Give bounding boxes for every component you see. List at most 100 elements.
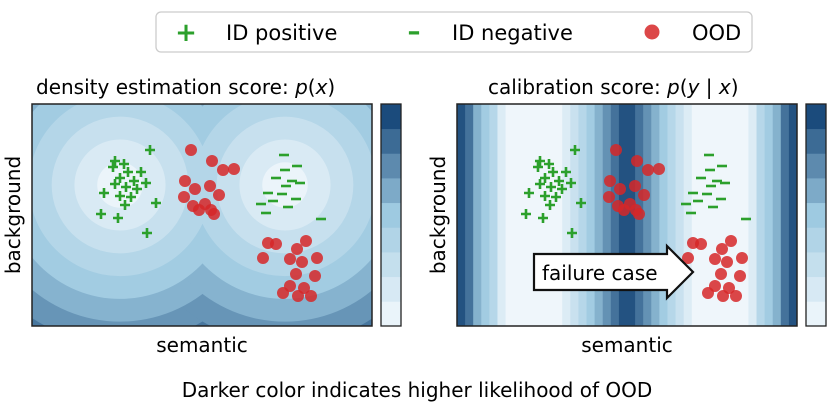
ood-point [217,164,229,176]
colorbar-level [806,153,826,179]
calibration-band [659,104,669,326]
failure-case-label: failure case [542,261,658,285]
figure-caption: Darker color indicates higher likelihood… [182,378,653,402]
calibration-band [513,104,523,326]
ood-point [290,268,302,280]
id-positive-point [99,188,109,198]
ood-point [193,204,205,216]
calibration-band [756,104,766,326]
id-positive-point [136,167,146,177]
colorbar-level [381,128,401,154]
ood-point [610,144,622,156]
id-positive-point [535,179,545,189]
ood-point [206,155,218,167]
calibration-band [699,104,709,326]
calibration-band [594,104,604,326]
id-positive-point [151,198,161,208]
calibration-band [651,104,660,326]
failure-case-annotation: failure case [532,243,695,301]
id-positive-point [110,179,120,189]
id-positive-point [554,176,564,186]
right-colorbar-frame [805,103,827,327]
calibration-band [788,104,797,326]
ood-point [309,270,321,282]
left-plot-frame [31,103,373,327]
ood-point [300,235,312,247]
id-positive-point [145,145,155,155]
ood-point [631,155,643,167]
ood-point [604,175,616,187]
calibration-band [481,104,490,326]
ood-point [185,144,197,156]
colorbar-level [806,104,826,130]
ood-point [257,252,269,264]
id-positive-point [129,176,139,186]
ood-point [270,238,282,250]
colorbar-level [806,227,826,253]
ood-point [682,252,694,264]
ood-point [715,268,727,280]
colorbar-level [806,178,826,204]
colorbar-level [381,178,401,204]
id-positive-point [546,182,556,192]
id-positive-point [119,159,129,169]
left-colorbar-frame [380,103,402,327]
calibration-band [554,104,563,326]
calibration-band [740,104,750,326]
calibration-band [473,104,482,326]
id-positive-point [535,156,545,166]
left-panel-title: density estimation score: p(x) [36,75,335,99]
calibration-band [643,104,652,326]
id-positive-point [544,159,554,169]
calibration-band [546,104,555,326]
ood-point [208,208,220,220]
calibration-band [732,104,741,326]
left-heatmap [32,104,372,326]
colorbar-level [806,128,826,154]
calibration-band [570,104,580,326]
failure-case-arrow [532,243,695,301]
colorbar-level [381,252,401,278]
ood-point [179,175,191,187]
ood-point [284,253,296,265]
ood-point [638,189,650,201]
ood-point [629,180,641,192]
ood-point [311,252,323,264]
id-positive-point [110,156,120,166]
ood-point [702,287,714,299]
calibration-band [707,104,717,326]
id-positive-point [115,173,125,183]
ood-point [305,290,317,302]
calibration-band [465,104,474,326]
legend-positive-label: ID positive [226,21,337,45]
id-positive-point [132,184,142,194]
ood-point [228,163,240,175]
ood-point [721,256,733,268]
calibration-band [724,104,733,326]
calibration-band [716,104,725,326]
calibration-band [489,104,499,326]
ood-point [291,243,303,255]
ood-point [725,235,737,247]
id-positive-point [108,162,118,172]
ood-point [717,290,729,302]
ood-point [730,290,742,302]
left-colorbar [381,104,401,327]
legend-positive-marker: + [175,18,197,48]
colorbar-level [381,153,401,179]
calibration-band [683,104,693,326]
id-positive-point [561,167,571,177]
id-positive-point [576,198,586,208]
id-positive-point [548,167,558,177]
id-positive-point [540,173,550,183]
right-panel-title: calibration score: p(y | x) [488,75,739,99]
calibration-band [497,104,507,326]
ood-point [292,290,304,302]
ood-point [642,164,654,176]
legend-negative-marker: – [408,17,421,47]
calibration-band [748,104,758,326]
calibration-band [586,104,596,326]
colorbar-level [806,276,826,302]
calibration-band [505,104,515,326]
left-xlabel: semantic [156,333,248,357]
